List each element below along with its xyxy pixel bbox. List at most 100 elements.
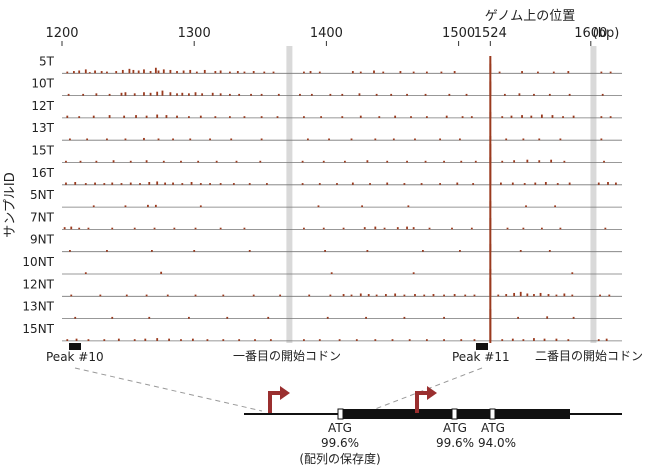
bar xyxy=(88,72,91,74)
bar xyxy=(124,92,127,96)
bar xyxy=(443,294,445,297)
sample-label: 12T xyxy=(31,99,54,113)
bar xyxy=(559,138,562,141)
bar xyxy=(448,93,451,96)
sample-rows: 5T 10T 12T 13T 15T 16T 5NT 7NT 9NT 10NT 12NT 13NT 15… xyxy=(22,54,622,343)
bar xyxy=(108,115,111,118)
bar xyxy=(308,294,311,297)
bar xyxy=(120,183,123,185)
atg1-marker xyxy=(337,408,344,420)
bar xyxy=(459,250,461,252)
bar xyxy=(365,316,367,319)
bar xyxy=(222,339,225,341)
bar xyxy=(511,338,514,341)
bar xyxy=(336,183,338,185)
bar xyxy=(322,227,325,230)
bar xyxy=(552,71,555,74)
bar xyxy=(605,338,608,341)
atg2-marker xyxy=(451,408,458,420)
bar xyxy=(555,294,558,297)
bar xyxy=(359,293,362,297)
bar xyxy=(92,205,95,208)
atg2-percent: 99.6% xyxy=(436,436,474,450)
bar xyxy=(188,116,190,118)
highlight-band-1 xyxy=(286,46,293,343)
sample-row-9NT: 9NT xyxy=(30,233,622,253)
bar xyxy=(544,182,547,185)
bar xyxy=(396,227,399,230)
peak10-label: Peak #10 xyxy=(46,350,104,364)
bar xyxy=(111,182,114,185)
bar xyxy=(344,160,346,163)
bar xyxy=(460,339,463,341)
bar xyxy=(597,182,600,185)
bar xyxy=(443,160,445,163)
bar xyxy=(317,205,320,208)
bar xyxy=(243,227,246,230)
bar xyxy=(562,116,564,118)
bar xyxy=(374,226,377,230)
bar xyxy=(70,294,73,297)
bar xyxy=(199,183,202,185)
bar xyxy=(176,71,178,74)
bar xyxy=(533,93,535,96)
bar xyxy=(406,226,408,230)
bar xyxy=(135,115,137,118)
bar xyxy=(201,93,204,96)
bar xyxy=(318,339,321,341)
bar xyxy=(194,227,197,230)
peak11-box xyxy=(476,343,488,350)
conservation-note: (配列の保存度) xyxy=(299,451,380,466)
bar xyxy=(157,70,160,74)
bar xyxy=(194,92,197,96)
bar xyxy=(303,116,305,118)
bar xyxy=(414,138,416,141)
bar xyxy=(153,227,156,230)
bar xyxy=(69,250,71,252)
bar xyxy=(124,138,127,141)
bar xyxy=(228,71,231,74)
x-tick-label: 1600 xyxy=(574,26,607,41)
bar xyxy=(563,293,566,297)
bar xyxy=(238,339,241,341)
bar xyxy=(501,116,504,118)
sample-label: 13T xyxy=(31,121,54,135)
bar xyxy=(87,339,90,341)
bar xyxy=(530,115,533,118)
bar xyxy=(230,138,233,141)
sample-label: 10T xyxy=(31,77,54,91)
bar xyxy=(164,182,167,185)
bar xyxy=(72,71,75,74)
bar xyxy=(341,93,344,96)
bar xyxy=(521,115,523,118)
bar xyxy=(521,71,523,74)
bar xyxy=(162,69,165,74)
bar xyxy=(106,138,108,141)
bar xyxy=(149,71,152,74)
y-axis-title: サンプルID xyxy=(3,172,18,237)
bar xyxy=(522,138,525,141)
bar xyxy=(106,71,108,74)
bar xyxy=(214,116,217,118)
bar xyxy=(324,250,326,252)
bar xyxy=(386,182,389,185)
bar xyxy=(571,294,574,297)
bar xyxy=(156,338,159,341)
atg1-label: ATG xyxy=(328,421,352,435)
bar xyxy=(156,114,159,118)
bar xyxy=(537,71,539,74)
bar xyxy=(384,294,387,297)
bar xyxy=(608,294,611,297)
bar xyxy=(601,93,604,96)
bar xyxy=(238,93,241,96)
bar xyxy=(540,227,543,230)
bar xyxy=(154,204,157,208)
x-tick-label: 1400 xyxy=(310,26,343,41)
bar xyxy=(219,227,222,230)
sample-label: 13NT xyxy=(22,300,54,314)
sample-row-5NT: 5NT xyxy=(30,188,622,208)
bar xyxy=(412,71,415,74)
bar xyxy=(219,93,222,96)
bar xyxy=(501,160,504,163)
